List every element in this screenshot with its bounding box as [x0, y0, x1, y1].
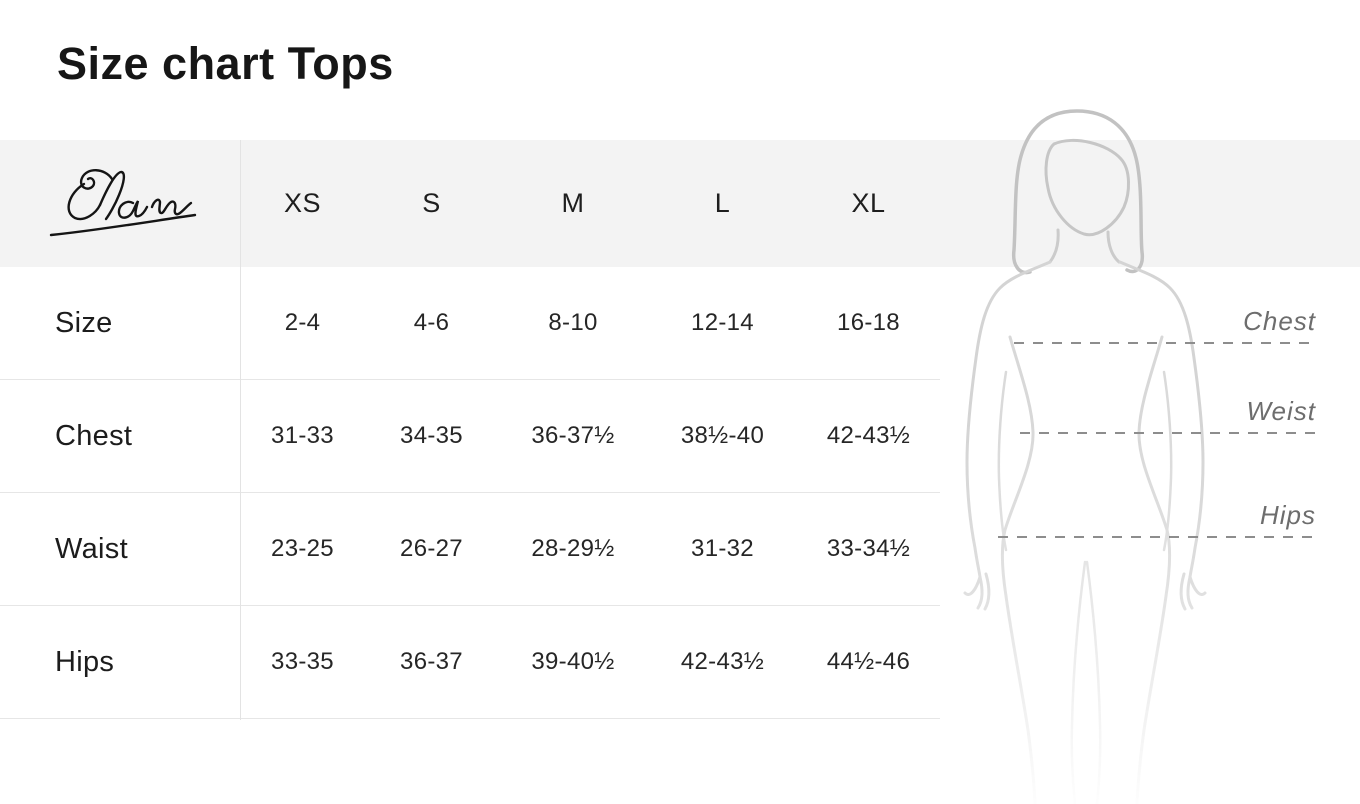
size-value-cell: 34-35 — [365, 380, 498, 493]
size-value-cell: 16-18 — [797, 267, 940, 380]
size-value-cell: 12-14 — [648, 267, 797, 380]
size-column-header-s: S — [422, 188, 441, 218]
size-value-cell: 38½-40 — [648, 380, 797, 493]
table-header-band — [0, 140, 1360, 267]
chest-measure-line — [1014, 342, 1316, 344]
waist-measure-line — [1020, 432, 1316, 434]
size-value-cell: 36-37½ — [498, 380, 648, 493]
size-value-cell: 23-25 — [240, 493, 365, 606]
size-value-cell: 31-32 — [648, 493, 797, 606]
size-value-cell: 33-35 — [240, 606, 365, 719]
measurement-row-label: Size — [0, 267, 240, 380]
size-column-header-xl: XL — [851, 188, 886, 218]
size-value-cell: 36-37 — [365, 606, 498, 719]
table-vertical-divider — [240, 140, 241, 720]
measurement-row-label: Chest — [0, 380, 240, 493]
elan-signature-icon — [49, 168, 197, 236]
size-column-header-m: M — [561, 188, 585, 218]
hips-measure-line — [998, 536, 1316, 538]
size-value-cell: 39-40½ — [498, 606, 648, 719]
hips-measure-label: Hips — [1259, 500, 1316, 530]
page-title: Size chart Tops — [57, 38, 394, 89]
size-value-cell: 26-27 — [365, 493, 498, 606]
measurement-row-label: Hips — [0, 606, 240, 719]
size-value-cell: 8-10 — [498, 267, 648, 380]
brand-logo — [0, 140, 240, 267]
measurement-row-label: Waist — [0, 493, 240, 606]
size-value-cell: 2-4 — [240, 267, 365, 380]
size-value-cell: 42-43½ — [797, 380, 940, 493]
size-value-cell: 31-33 — [240, 380, 365, 493]
female-body-silhouette-icon — [963, 109, 1207, 804]
female-body-silhouette — [940, 100, 1360, 804]
size-value-cell: 4-6 — [365, 267, 498, 380]
size-value-cell: 42-43½ — [648, 606, 797, 719]
chest-measure-label: Chest — [1243, 306, 1316, 336]
size-column-header-xs: XS — [283, 188, 322, 218]
waist-measure-label: Weist — [1246, 396, 1316, 426]
size-value-cell: 33-34½ — [797, 493, 940, 606]
size-chart-table: XS S M L XL Size 2-4 4-6 8-10 12-14 16-1… — [0, 140, 940, 719]
size-column-header-l: L — [714, 188, 731, 218]
size-value-cell: 28-29½ — [498, 493, 648, 606]
size-value-cell: 44½-46 — [797, 606, 940, 719]
